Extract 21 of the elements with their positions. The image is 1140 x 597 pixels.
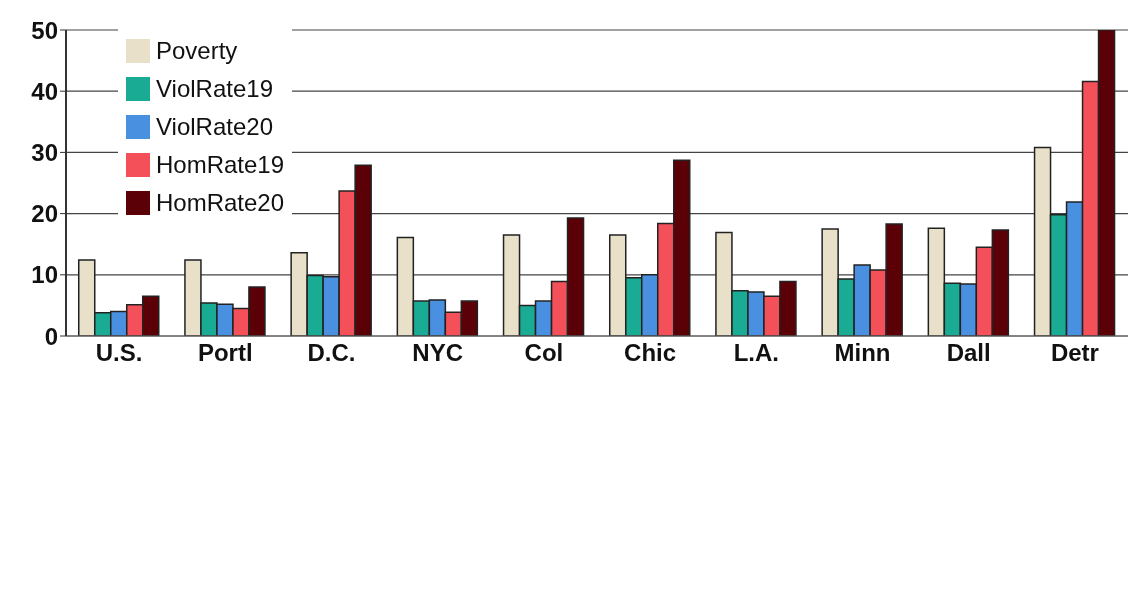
y-tick-label: 30 [31, 138, 58, 166]
x-tick-label: Detr [1050, 339, 1099, 367]
x-tick-label: Col [524, 339, 564, 367]
x-tick-label: U.S. [95, 339, 143, 367]
x-tick-label: NYC [412, 339, 464, 367]
legend-label: HomRate19 [156, 151, 285, 179]
x-tick-label: L.A. [733, 339, 779, 367]
y-tick-label: 40 [31, 77, 58, 105]
x-tick-label: Minn [834, 339, 891, 367]
x-tick-label: D.C. [307, 339, 356, 367]
legend-label: HomRate20 [156, 189, 285, 217]
legend-label: Poverty [156, 37, 238, 65]
y-tick-label: 10 [31, 261, 58, 289]
x-tick-label: Chic [624, 339, 677, 367]
x-tick-label: Dall [946, 339, 991, 367]
legend-label: ViolRate19 [156, 75, 273, 103]
y-tick-label: 0 [44, 322, 58, 350]
legend-label: ViolRate20 [156, 113, 273, 141]
y-tick-label: 20 [31, 200, 58, 228]
x-tick-label: Portl [197, 339, 253, 367]
y-tick-label: 50 [31, 16, 58, 44]
